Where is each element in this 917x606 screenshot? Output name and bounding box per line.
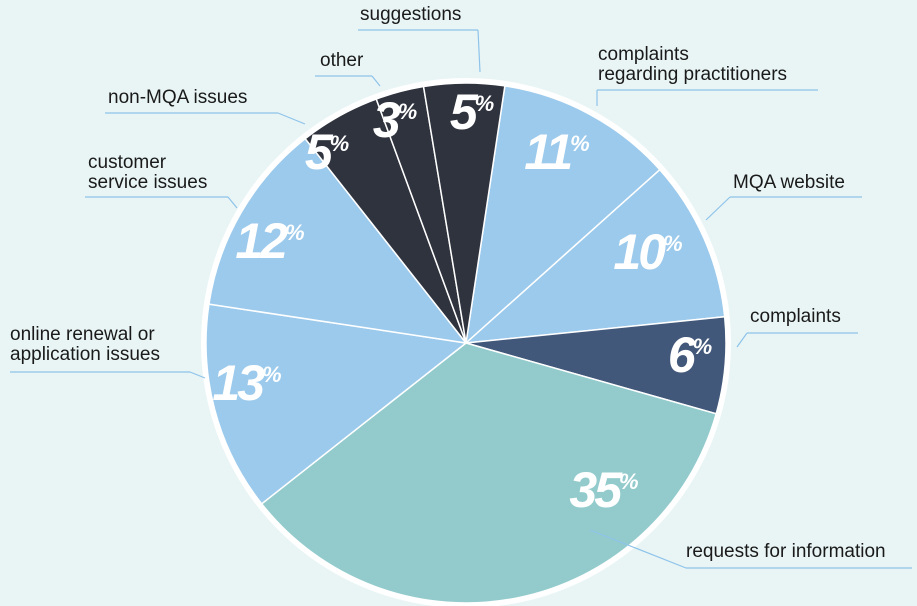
leader-line <box>189 371 206 379</box>
value-unit: % <box>693 334 713 359</box>
category-label: customer service issues <box>88 152 207 193</box>
label-line: regarding practitioners <box>598 64 787 85</box>
label-line: other <box>320 50 364 71</box>
value-label: 10% <box>613 224 682 280</box>
value-unit: % <box>663 231 683 256</box>
value-unit: % <box>330 131 350 156</box>
leader-line <box>227 196 238 209</box>
leader-line <box>371 75 381 87</box>
label-line: non-MQA issues <box>108 87 247 108</box>
value-label: 12% <box>235 213 304 269</box>
pie-slice <box>260 342 718 604</box>
value-unit: % <box>262 362 282 387</box>
value-label: 5% <box>305 124 349 180</box>
value-unit: % <box>475 91 495 116</box>
leader-line <box>589 529 687 569</box>
value-unit: % <box>570 131 590 156</box>
category-label: online renewal or application issues <box>10 324 160 365</box>
category-label: MQA website <box>733 172 845 193</box>
label-line: complaints <box>750 306 841 327</box>
value-number: 3 <box>373 92 401 148</box>
pie-slice <box>205 303 468 505</box>
label-line: online renewal or <box>10 324 155 345</box>
label-line: customer <box>88 152 167 173</box>
category-label: complaints <box>750 306 841 327</box>
label-line: MQA website <box>733 172 845 193</box>
value-unit: % <box>285 220 305 245</box>
label-line: requests for information <box>686 541 886 562</box>
pie-slice <box>208 137 468 345</box>
pie-slice <box>422 82 506 344</box>
label-line: application issues <box>10 344 160 365</box>
value-number: 11 <box>524 124 571 180</box>
leader-line <box>736 332 748 348</box>
category-label: complaints regarding practitioners <box>598 44 787 85</box>
value-number: 10 <box>613 224 666 280</box>
value-number: 35 <box>569 462 623 518</box>
value-number: 13 <box>212 355 265 411</box>
value-label: 11% <box>524 124 589 180</box>
value-unit: % <box>398 99 418 124</box>
leader-line <box>705 196 731 221</box>
value-label: 13% <box>212 355 281 411</box>
label-line: complaints <box>598 44 689 65</box>
pie-slice <box>464 85 661 345</box>
value-number: 12 <box>235 213 288 269</box>
leader-line <box>477 29 481 73</box>
pie-slice <box>463 168 726 344</box>
category-label: non-MQA issues <box>108 87 247 108</box>
leader-line <box>277 112 306 125</box>
value-label: 35% <box>569 462 638 518</box>
value-unit: % <box>619 469 639 494</box>
label-line: service issues <box>88 172 207 193</box>
category-label: requests for information <box>686 541 886 562</box>
label-line: suggestions <box>360 4 461 25</box>
category-label: suggestions <box>360 4 461 25</box>
category-label: other <box>320 50 364 71</box>
